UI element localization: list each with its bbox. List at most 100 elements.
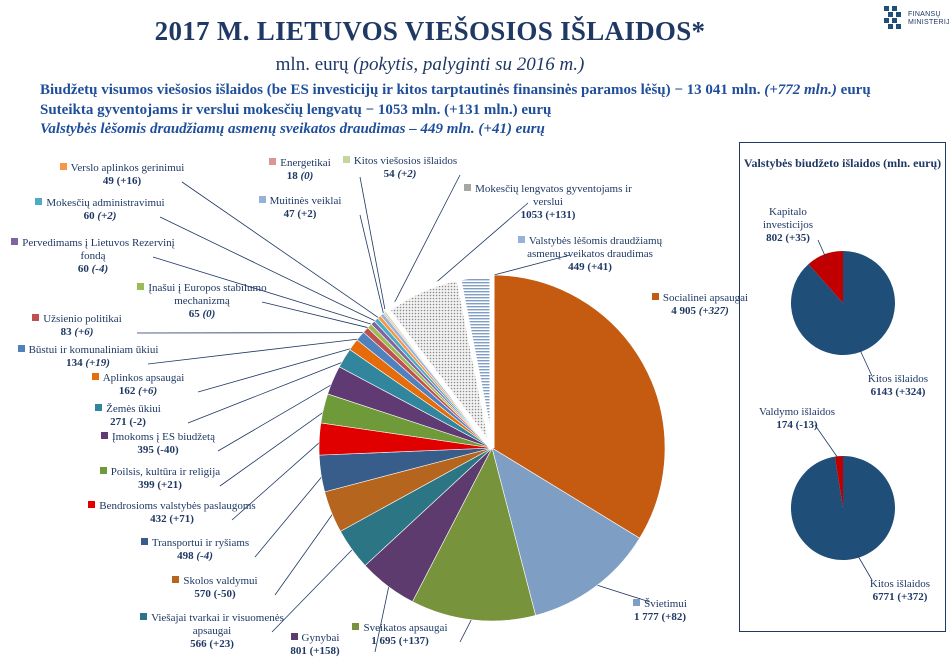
pie-label-mokesciu-lengvatos-gyventojams-ir-verslui: Mokesčių lengvatos gyventojams ir verslu…	[458, 183, 638, 222]
pie-label-kitos-viesosios-islaidos: Kitos viešosios išlaidos 54 (+2)	[315, 155, 485, 181]
legend-swatch	[32, 314, 40, 321]
pie-label-value: 271	[110, 416, 127, 428]
pie-label-name: Užsienio politikai	[0, 313, 162, 326]
pie-label-muitines-veiklai: Muitinės veiklai 47 (+2)	[215, 195, 385, 221]
pie-label-name: Gynybai	[230, 632, 400, 645]
pie-label-change: (+327)	[695, 305, 729, 317]
pie-label-name: Poilsis, kultūra ir religija	[70, 466, 250, 479]
pie-slice-svietimui	[491, 447, 641, 616]
pie-label-text: Muitinės veiklai	[269, 195, 342, 207]
pie-label-value: 801	[290, 645, 307, 657]
summary-line-3: Valstybės lėšomis draudžiamų asmenų svei…	[40, 121, 545, 137]
pie-label-poilsis-kultura-ir-religija: Poilsis, kultūra ir religija 399 (+21)	[70, 466, 250, 492]
legend-swatch	[95, 404, 103, 411]
side-label-value: 6143 (+324)	[870, 386, 926, 398]
leader-lines	[136, 174, 651, 653]
pie-label-name: Muitinės veiklai	[215, 195, 385, 208]
pie-label-value-line: 60 (+2)	[15, 210, 185, 223]
pie-label-name: Įmokoms į ES biudžetą	[73, 431, 243, 444]
leader-line	[197, 346, 357, 393]
pie-label-text: Gynybai	[301, 632, 340, 644]
pie-label-value: 399	[138, 479, 155, 491]
leader-line	[592, 583, 651, 603]
pie-label-bustui-ir-komunaliniam-ukiui: Būstui ir komunaliniam ūkiui 134 (+19)	[0, 344, 178, 370]
pie-label-value: 47	[283, 208, 295, 220]
side-label-valdymo-islaidos: Valdymo išlaidos 174 (-13)	[752, 406, 842, 432]
leader-line	[217, 381, 337, 452]
logo-text: FINANSŲ MINISTERIJA	[908, 11, 949, 27]
pie-label-name: Švietimui	[575, 598, 745, 611]
page-title: 2017 M. LIETUVOS VIEŠOSIOS IŠLAIDOS*	[154, 16, 706, 46]
side-label-text: Kitos išlaidos	[867, 373, 929, 385]
pie-label-text: Įmokoms į ES biudžetą	[112, 431, 215, 443]
pie-label-viesajai-tvarkai-ir-visuomenes-apsaugai: Viešajai tvarkai ir visuomenės apsaugai 5…	[122, 612, 302, 651]
pie-label-change: (0)	[199, 308, 216, 320]
legend-swatch	[269, 158, 277, 165]
legend-swatch	[11, 238, 19, 245]
pie-label-name: Bendrosioms valstybės paslaugoms	[82, 500, 262, 513]
side-label-kitos-islaidos: Kitos išlaidos 6143 (+324)	[858, 373, 938, 399]
pie-label-socialinei-apsaugai: Socialinei apsaugai 4 905 (+327)	[615, 292, 785, 318]
pie-label-value: 134	[66, 357, 83, 369]
leader-line	[387, 174, 461, 315]
summary-line-1-unit: eurų	[840, 82, 871, 98]
side-label-value: 6771 (+372)	[872, 591, 928, 603]
pie-slice-sveikatos-apsaugai	[412, 447, 536, 622]
legend-swatch	[258, 196, 266, 203]
leader-line	[159, 216, 379, 323]
pie-label-zemes-ukiui: Žemės ūkiui 271 (-2)	[43, 403, 213, 429]
summary-line-1-text: Biudžetų visumos viešosios išlaidos (be …	[40, 82, 761, 98]
pie-label-value: 1053	[520, 209, 543, 221]
pie-label-text: Viešajai tvarkai ir visuomenės apsaugai	[151, 612, 284, 637]
pie-label-text: Verslo aplinkos gerinimui	[70, 162, 185, 174]
summary-line-1: Biudžetų visumos viešosios išlaidos (be …	[40, 82, 871, 99]
pie-label-aplinkos-apsaugai: Aplinkos apsaugai 162 (+6)	[53, 372, 223, 398]
pie-label-text: Transportui ir ryšiams	[151, 537, 250, 549]
side-leader-line	[857, 555, 873, 581]
pie-label-value: 395	[137, 444, 154, 456]
side-leader-line	[859, 349, 873, 377]
side-panel-title: Valstybės biudžeto išlaidos (mln. eurų)	[743, 156, 942, 170]
pie-label-value-line: 432 (+71)	[82, 513, 262, 526]
pie-label-text: Sveikatos apsaugai	[363, 622, 448, 634]
side-leader-line	[814, 424, 839, 459]
pie-label-sveikatos-apsaugai: Sveikatos apsaugai 1 695 (+137)	[315, 622, 485, 648]
pie-label-change: (+82)	[658, 611, 687, 623]
finance-ministry-logo	[884, 6, 901, 29]
pie-label-value: 83	[60, 326, 72, 338]
pie-slice-socialinei-apsaugai	[491, 274, 666, 539]
pie-label-text: Užsienio politikai	[43, 313, 122, 325]
pie-label-name: Žemės ūkiui	[43, 403, 213, 416]
pie-label-change: (-2)	[126, 416, 146, 428]
pie-label-name: Įnašui į Europos stabilumo mechanizmą	[112, 282, 292, 308]
pie-slice-valstybes-lesomis-draudziamu-asmenu-sveikatos-draudimas	[455, 272, 495, 449]
pie-label-name: Transportui ir ryšiams	[110, 537, 280, 550]
pie-label-name: Mokesčių lengvatos gyventojams ir verslu…	[458, 183, 638, 209]
pie-label-change: (+137)	[395, 635, 429, 647]
pie-label-name: Aplinkos apsaugai	[53, 372, 223, 385]
pie-label-value: 566	[190, 638, 207, 650]
leader-line	[359, 214, 385, 318]
pie-label-change: (+41)	[584, 261, 612, 273]
pie-label-text: Būstui ir komunaliniam ūkiui	[28, 344, 159, 356]
pie-label-value-line: 54 (+2)	[315, 168, 485, 181]
pie-label-uzsienio-politikai: Užsienio politikai 83 (+6)	[0, 313, 162, 339]
pie-label-text: Švietimui	[644, 598, 687, 610]
pie-label-value-line: 498 (-4)	[110, 550, 280, 563]
pie-label-value-line: 4 905 (+327)	[615, 305, 785, 318]
pie-label-change: (-50)	[210, 588, 236, 600]
pie-label-value: 18	[286, 170, 298, 182]
legend-swatch	[651, 293, 659, 300]
pie-label-value-line: 49 (+16)	[37, 175, 207, 188]
side-leader-line	[817, 239, 827, 259]
pie-label-change: (0)	[297, 170, 314, 182]
pie-label-value-line: 18 (0)	[215, 170, 385, 183]
pie-label-name: Skolos valdymui	[130, 575, 300, 588]
pie-label-change: (+23)	[206, 638, 234, 650]
pie-label-skolos-valdymui: Skolos valdymui 570 (-50)	[130, 575, 300, 601]
pie-label-value-line: 1 695 (+137)	[315, 635, 485, 648]
pie-label-text: Kitos viešosios išlaidos	[353, 155, 458, 167]
pie-label-value: 4 905	[671, 305, 696, 317]
pie-label-text: Skolos valdymui	[183, 575, 258, 587]
pie-label-value: 162	[118, 385, 136, 397]
